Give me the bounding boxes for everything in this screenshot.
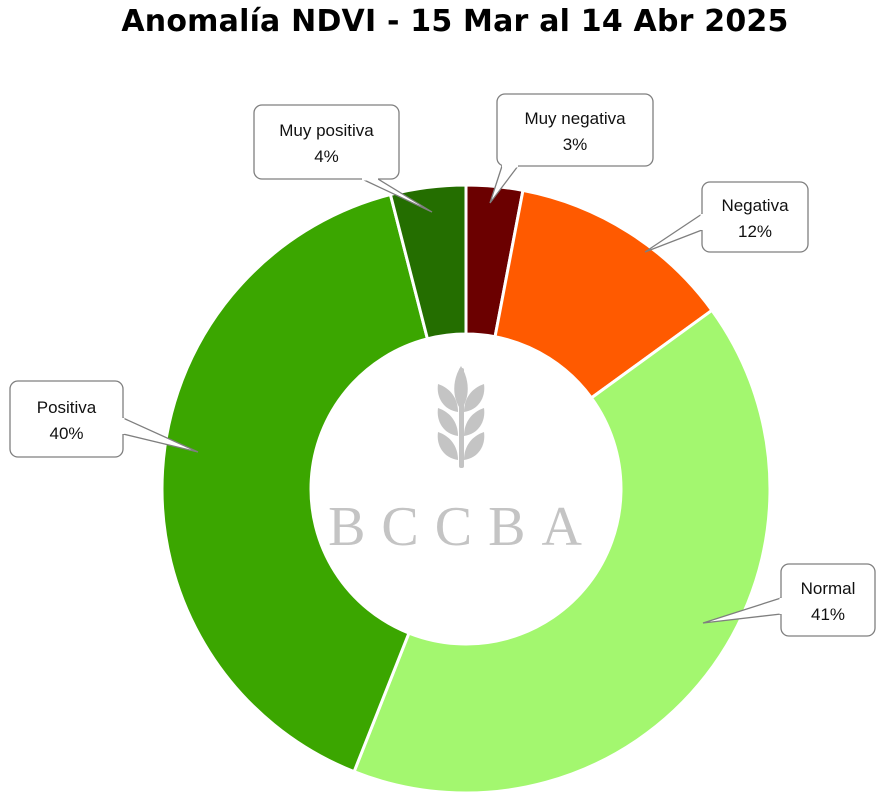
slice-percent: 4%: [314, 147, 339, 166]
watermark-text: BCCBA: [328, 496, 598, 558]
callout-negativa: Negativa 12%: [644, 181, 809, 253]
wheat-icon: [437, 366, 485, 468]
slice-normal: [352, 308, 772, 795]
callout-muy-positiva: Muy positiva 4%: [253, 104, 433, 213]
slice-percent: 40%: [49, 424, 83, 443]
slice-positiva: [160, 192, 430, 774]
callout-leader: [702, 597, 782, 624]
slice-muy-positiva: [388, 183, 468, 341]
callout-leader: [489, 165, 519, 204]
callout-box: [253, 104, 400, 180]
callout-leader: [122, 417, 199, 453]
bccba-watermark: BCCBA: [328, 366, 598, 558]
callout-muy-negativa: Muy negativa 3%: [489, 93, 654, 204]
callouts-layer: Muy negativa 3% Negativa 12% Normal 41% Positi…: [9, 93, 876, 637]
slice-percent: 41%: [811, 605, 845, 624]
slices-layer: [160, 183, 772, 795]
callout-box: [701, 181, 809, 253]
slice-label: Negativa: [721, 196, 789, 215]
slice-label: Muy negativa: [524, 109, 626, 128]
slice-label: Positiva: [37, 398, 97, 417]
callout-normal: Normal 41%: [702, 563, 876, 637]
callout-box: [496, 93, 654, 167]
callout-box: [780, 563, 876, 637]
callout-leader: [644, 213, 703, 253]
callout-positiva: Positiva 40%: [9, 380, 199, 458]
callout-leader: [361, 178, 433, 213]
callout-box: [9, 380, 124, 458]
slice-label: Muy positiva: [279, 121, 374, 140]
chart-title: Anomalía NDVI - 15 Mar al 14 Abr 2025: [121, 4, 789, 39]
slice-label: Normal: [801, 579, 856, 598]
slice-percent: 12%: [738, 222, 772, 241]
slice-percent: 3%: [563, 135, 588, 154]
